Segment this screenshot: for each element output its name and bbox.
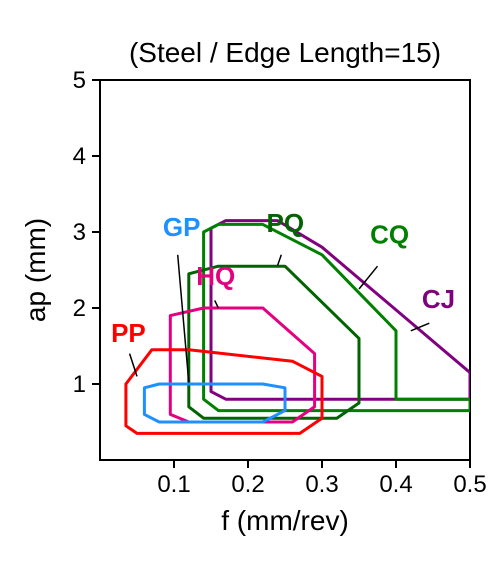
y-axis-title: ap (mm) (20, 218, 51, 322)
series-label-gp: GP (163, 212, 201, 242)
chart-container: (Steel / Edge Length=15) 0.1 0.2 0.3 0.4 0.5 1… (0, 0, 500, 572)
y-tick-label: 3 (73, 219, 86, 246)
x-tick-label: 0.2 (231, 471, 264, 498)
y-tick-label: 4 (73, 143, 86, 170)
chart-svg: (Steel / Edge Length=15) 0.1 0.2 0.3 0.4 0.5 1… (0, 0, 500, 572)
series-label-cq: CQ (370, 219, 409, 249)
y-tick-label: 2 (73, 295, 86, 322)
x-axis-title: f (mm/rev) (221, 505, 349, 536)
series-label-pp: PP (111, 318, 146, 348)
series-label-cj: CJ (422, 284, 455, 314)
series-label-pq: PQ (267, 208, 305, 238)
x-tick-label: 0.5 (453, 471, 486, 498)
x-tick-label: 0.1 (157, 471, 190, 498)
x-tick-label: 0.3 (305, 471, 338, 498)
x-tick-label: 0.4 (379, 471, 412, 498)
series-label-hq: HQ (196, 261, 235, 291)
y-tick-label: 5 (73, 67, 86, 94)
chart-title: (Steel / Edge Length=15) (129, 37, 441, 68)
y-tick-label: 1 (73, 371, 86, 398)
